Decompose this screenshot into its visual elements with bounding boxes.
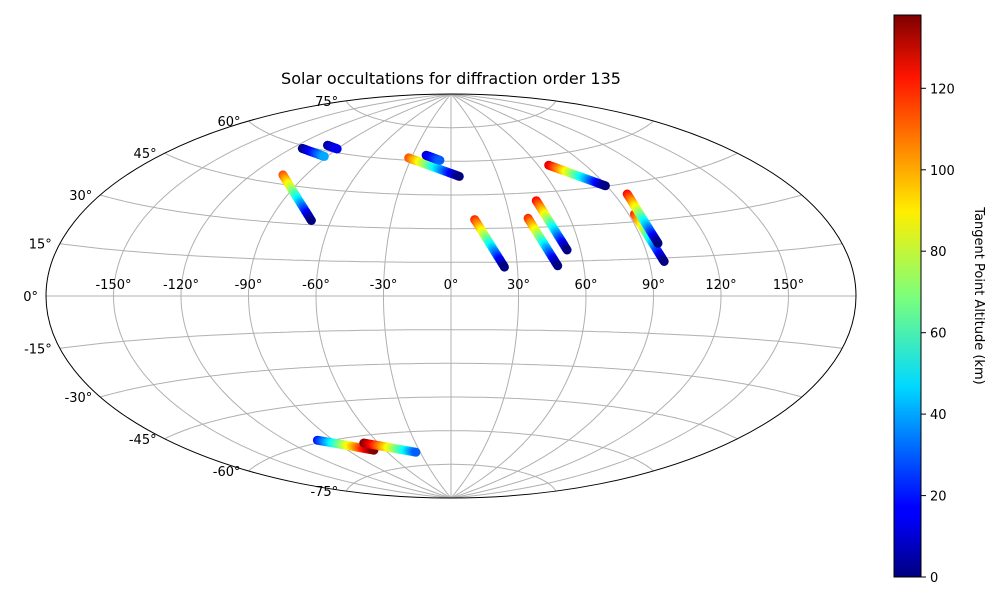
- latitude-tick-label: 0°: [23, 290, 38, 305]
- latitude-tick-label: 30°: [69, 189, 92, 204]
- longitude-tick-label: 120°: [705, 278, 736, 293]
- latitude-tick-label: -60°: [213, 465, 241, 480]
- parallel-line: [100, 362, 802, 398]
- colorbar-tick-label: 20: [930, 490, 947, 505]
- parallel-line: [59, 243, 843, 263]
- longitude-tick-labels: -150° -120° -90° -60° -30° 0° 30° 60° 90° 120° 150…: [95, 278, 804, 293]
- occultation-track: [470, 215, 509, 272]
- parallel-line: [164, 152, 738, 196]
- data-point: [306, 216, 316, 225]
- parallel-line: [345, 463, 557, 492]
- occultation-track: [359, 438, 421, 457]
- latitude-tick-label: -45°: [129, 433, 157, 448]
- colorbar-label: Tangent Point Altitude (km): [971, 206, 986, 384]
- data-point: [332, 144, 342, 154]
- longitude-tick-label: -30°: [370, 278, 398, 293]
- parallel-line: [100, 194, 802, 230]
- occultation-track: [404, 153, 464, 181]
- data-point: [653, 238, 663, 248]
- occultation-track: [523, 213, 563, 271]
- longitude-tick-label: -120°: [163, 278, 199, 293]
- longitude-tick-label: 90°: [642, 278, 665, 293]
- occultation-tracks: [278, 140, 669, 457]
- colorbar-tick-label: 0: [930, 571, 938, 586]
- graticule: [46, 94, 856, 498]
- parallel-line: [345, 100, 557, 129]
- latitude-tick-label: -75°: [310, 485, 338, 500]
- occultation-track: [622, 189, 663, 248]
- occultation-track: [531, 196, 572, 255]
- chart-title: Solar occultations for diffraction order…: [281, 69, 621, 88]
- occultation-track: [278, 170, 316, 225]
- latitude-tick-label: -15°: [24, 342, 52, 357]
- colorbar-tick-label: 40: [930, 408, 947, 423]
- data-point: [435, 155, 445, 165]
- data-point: [319, 151, 329, 161]
- latitude-tick-label: 15°: [29, 238, 52, 253]
- longitude-tick-label: 30°: [507, 278, 530, 293]
- longitude-tick-label: 60°: [574, 278, 597, 293]
- colorbar-ticks: 0 20 40 60 80 100 120: [921, 82, 955, 586]
- parallel-line: [164, 396, 738, 440]
- longitude-tick-label: 150°: [773, 278, 804, 293]
- data-point: [454, 171, 464, 181]
- data-point: [659, 257, 669, 266]
- occultation-track: [421, 150, 445, 165]
- occultation-track: [323, 140, 342, 154]
- parallel-line: [59, 329, 843, 349]
- latitude-tick-label: -30°: [65, 391, 93, 406]
- longitude-tick-label: -150°: [95, 278, 131, 293]
- map-boundary: [45, 93, 857, 499]
- latitude-tick-label: 45°: [134, 147, 157, 162]
- longitude-tick-label: -60°: [302, 278, 330, 293]
- colorbar-tick-label: 80: [930, 245, 947, 260]
- colorbar-tick-label: 60: [930, 327, 947, 342]
- longitude-tick-label: -90°: [235, 278, 263, 293]
- occultation-track: [297, 143, 329, 161]
- latitude-tick-label: 75°: [315, 95, 338, 110]
- colorbar: 0 20 40 60 80 100 120 Tangent Point Altitude (…: [893, 14, 986, 586]
- colorbar-tick-label: 120: [930, 82, 955, 97]
- latitude-tick-labels: -75° -60° -45° -30° -15° 0° 15° 30° 45° 60° 75°: [23, 95, 338, 500]
- occultation-track: [544, 160, 610, 191]
- data-point: [411, 447, 421, 457]
- latitude-tick-label: 60°: [217, 115, 240, 130]
- data-point: [600, 181, 610, 191]
- data-point: [499, 262, 509, 272]
- parallel-line: [248, 430, 654, 472]
- parallel-line: [248, 120, 654, 162]
- colorbar-gradient: [893, 14, 922, 578]
- colorbar-tick-label: 100: [930, 164, 955, 179]
- longitude-tick-label: 0°: [444, 278, 459, 293]
- data-point: [553, 261, 563, 271]
- data-point: [562, 245, 572, 255]
